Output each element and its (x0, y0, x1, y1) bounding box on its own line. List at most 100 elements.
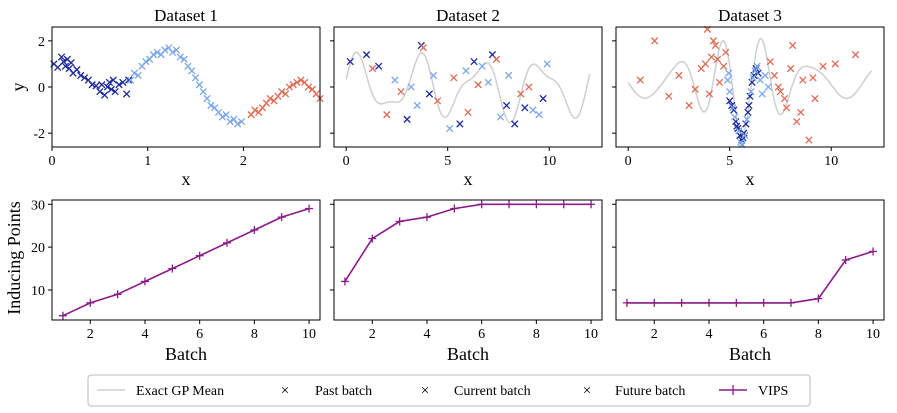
data-point-past-batch (502, 101, 511, 110)
data-point-current-batch (195, 81, 204, 89)
data-point-future-batch (709, 37, 718, 45)
panel-5: 2 4 6 8 10 (330, 199, 603, 342)
legend-current-label: Current batch (454, 384, 531, 399)
xlabel-1: x (182, 169, 191, 189)
x-tick-label: 0 (49, 154, 56, 169)
data-point-past-batch (521, 104, 529, 112)
axes-frame (51, 26, 321, 148)
data-point-future-batch (433, 97, 442, 105)
x-tick-label: 10 (584, 327, 598, 342)
data-point-current-batch (543, 60, 551, 68)
vips-line (626, 250, 874, 304)
data-point-future-batch (715, 78, 724, 87)
data-point-future-batch (780, 94, 789, 103)
data-point-future-batch (419, 44, 427, 52)
data-point-future-batch (809, 74, 817, 82)
data-point-future-batch (851, 51, 860, 59)
data-point-past-batch (73, 66, 81, 74)
panel-3: 0 5 10 (612, 25, 885, 169)
legend-future-label: Future batch (615, 384, 685, 399)
x-tick-label: 10 (824, 154, 838, 169)
data-point-past-batch (61, 62, 70, 70)
data-point-current-batch (478, 62, 486, 70)
data-point-past-batch (98, 81, 106, 89)
x-tick-label: 4 (141, 327, 148, 342)
legend-past-label: Past batch (315, 384, 372, 399)
y-tick-label: 20 (31, 241, 45, 256)
data-point-current-batch (391, 76, 399, 84)
data-point-current-batch (234, 120, 242, 128)
data-point-current-batch (142, 57, 150, 66)
data-point-future-batch (831, 60, 839, 68)
data-point-current-batch (153, 48, 161, 57)
data-point-current-batch (191, 74, 200, 82)
data-point-future-batch (705, 90, 714, 98)
xlabel-5: Batch (447, 344, 489, 364)
x-tick-label: 1 (144, 154, 151, 169)
data-point-current-batch (130, 69, 138, 77)
data-point-past-batch (470, 57, 478, 66)
data-point-future-batch (251, 106, 259, 114)
data-point-future-batch (304, 83, 313, 91)
legend-frame (87, 374, 811, 407)
data-point-current-batch (226, 117, 234, 126)
data-point-future-batch (691, 85, 699, 93)
panel-6: 2 4 6 8 10 (612, 199, 885, 342)
data-point-future-batch (713, 55, 722, 63)
data-point-current-batch (535, 111, 543, 119)
data-point-current-batch (149, 51, 158, 59)
panel-1: 0 1 2 -2 0 2 (33, 26, 324, 169)
vips-line (62, 207, 310, 317)
data-point-future-batch (799, 76, 807, 84)
title-dataset-2: Dataset 2 (436, 6, 500, 25)
data-point-current-batch (729, 104, 737, 112)
data-point-current-batch (758, 90, 766, 98)
data-point-past-batch (752, 64, 760, 73)
y-tick-label: 0 (38, 81, 45, 96)
data-point-past-batch (122, 90, 131, 98)
title-dataset-3: Dataset 3 (718, 6, 782, 25)
data-point-current-batch (725, 69, 733, 77)
data-point-current-batch (529, 106, 537, 114)
data-point-future-batch (636, 76, 645, 84)
data-point-past-batch (744, 108, 752, 117)
x-tick-label: 8 (533, 327, 540, 342)
data-point-past-batch (539, 94, 547, 103)
data-point-past-batch (92, 82, 100, 90)
x-tick-label: 2 (87, 327, 94, 342)
data-point-current-batch (172, 46, 181, 54)
data-point-future-batch (464, 108, 472, 117)
data-point-past-batch (119, 78, 127, 87)
data-point-past-batch (57, 53, 66, 61)
data-point-future-batch (293, 78, 301, 87)
data-point-current-batch (134, 71, 142, 80)
x-tick-label: 10 (302, 327, 316, 342)
data-point-future-batch (770, 71, 779, 80)
legend-past-swatch: × (281, 383, 289, 399)
axes-frame (333, 26, 603, 148)
x-tick-label: 5 (726, 154, 733, 169)
data-point-past-batch (96, 87, 104, 96)
ylabel-top: y (8, 83, 28, 92)
data-point-past-batch (375, 62, 383, 70)
data-point-future-batch (383, 111, 391, 119)
data-point-current-batch (429, 71, 438, 80)
data-point-current-batch (462, 67, 470, 75)
data-point-past-batch (362, 51, 371, 59)
x-tick-label: 6 (478, 327, 485, 342)
data-point-current-batch (446, 124, 454, 133)
data-point-future-batch (289, 81, 297, 89)
xlabel-2: x (464, 169, 473, 189)
data-point-current-batch (761, 71, 769, 80)
data-point-past-batch (728, 101, 736, 110)
x-tick-label: 0 (625, 154, 632, 169)
data-point-future-batch (819, 62, 827, 70)
data-point-future-batch (786, 64, 795, 73)
y-tick-label: 10 (31, 284, 45, 299)
x-tick-label: 2 (369, 327, 376, 342)
x-tick-label: 10 (542, 154, 556, 169)
data-point-past-batch (456, 120, 464, 128)
data-point-past-batch (59, 57, 68, 66)
data-point-future-batch (266, 94, 274, 103)
